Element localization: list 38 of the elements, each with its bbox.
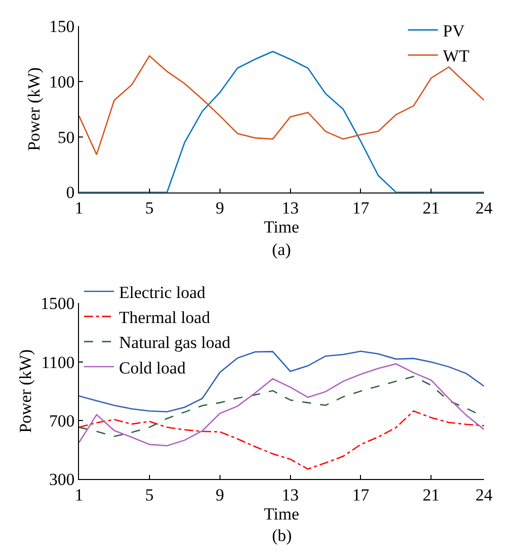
x-tick-label: 9 xyxy=(216,198,224,218)
x-axis-title: Time xyxy=(264,504,300,524)
y-tick-label: 1500 xyxy=(40,294,75,314)
x-tick-label: 9 xyxy=(216,485,224,504)
x-axis-title: Time xyxy=(264,218,300,237)
y-tick-label: 100 xyxy=(49,72,75,92)
line-series xyxy=(79,363,484,446)
line-series xyxy=(79,410,484,470)
text: (a) xyxy=(272,240,291,259)
y-tick-label: 1100 xyxy=(41,352,75,372)
y-axis-title: Power (kW) xyxy=(24,67,44,151)
line-series xyxy=(79,376,484,438)
x-tick-label: 1 xyxy=(74,198,84,218)
legend-label: Thermal load xyxy=(119,308,211,328)
x-tick-label: 21 xyxy=(422,198,440,218)
x-tick-label: 13 xyxy=(282,198,299,218)
text: (b) xyxy=(272,526,292,545)
line-series xyxy=(79,350,484,412)
y-tick-label: 300 xyxy=(49,470,75,489)
legend-label: WT xyxy=(442,46,470,66)
legend-label: PV xyxy=(442,22,466,41)
y-tick-label: 50 xyxy=(58,128,75,147)
x-tick-label: 1 xyxy=(74,485,84,504)
y-tick-label: 0 xyxy=(66,183,75,202)
x-tick-label: 17 xyxy=(352,198,370,218)
x-tick-label: 24 xyxy=(476,198,493,218)
x-tick-label: 24 xyxy=(476,485,493,504)
x-tick-label: 13 xyxy=(282,485,299,504)
legend-label: Cold load xyxy=(119,358,186,378)
legend-label: Natural gas load xyxy=(119,333,231,352)
x-tick-label: 21 xyxy=(422,485,440,504)
legend-label: Electric load xyxy=(119,282,206,302)
y-tick-label: 150 xyxy=(49,16,75,36)
y-tick-label: 700 xyxy=(49,411,75,430)
y-axis-title: Power (kW) xyxy=(16,349,36,433)
x-tick-label: 17 xyxy=(352,485,370,504)
x-tick-label: 5 xyxy=(145,485,154,504)
x-tick-label: 5 xyxy=(145,198,154,218)
